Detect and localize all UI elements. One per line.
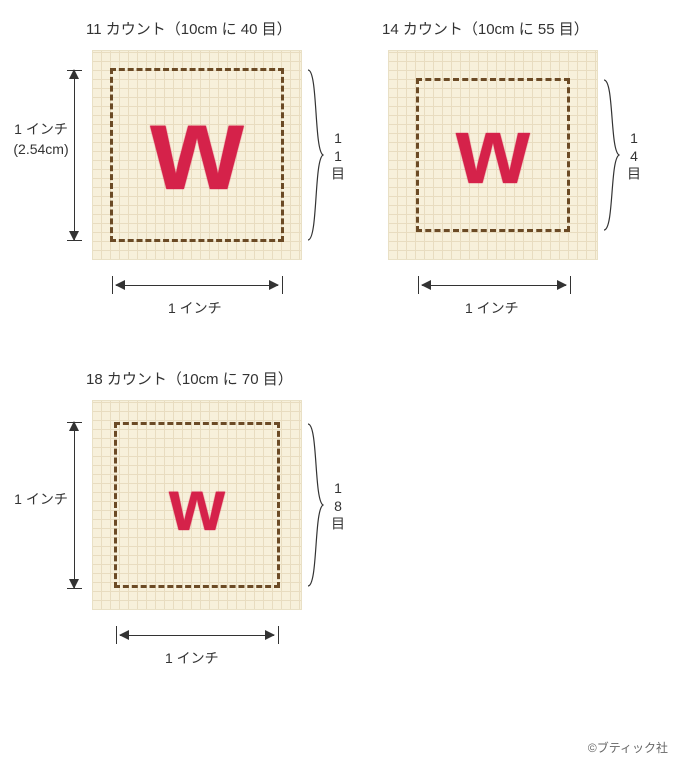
horizontal-arrow-c [120, 635, 274, 636]
letter-w-c: w [92, 470, 302, 542]
copyright: ©ブティック社 [588, 739, 668, 756]
vtick [67, 240, 82, 241]
aida-swatch-c: w [92, 400, 302, 610]
aida-swatch-b: w [388, 50, 598, 260]
vertical-arrow-c [74, 422, 75, 588]
letter-w-b: w [388, 104, 598, 199]
title-c: 18 カウント（10cm に 70 目） [86, 368, 293, 389]
htick [112, 276, 113, 294]
inch-vertical-label-c: 1 インチ [6, 490, 76, 510]
inch-vertical-label: 1 インチ (2.54cm) [6, 120, 76, 159]
htick [282, 276, 283, 294]
vtick [67, 70, 82, 71]
aida-swatch-a: w [92, 50, 302, 260]
vtick [67, 422, 82, 423]
brace-a [306, 68, 324, 242]
brace-c [306, 422, 324, 588]
htick [418, 276, 419, 294]
vtick [67, 588, 82, 589]
letter-w-a: w [92, 88, 302, 208]
count-b: 14目 [624, 130, 644, 182]
brace-b [602, 78, 620, 232]
htick [278, 626, 279, 644]
inch-horizontal-label-b: 1 インチ [465, 298, 519, 318]
horizontal-arrow-a [116, 285, 278, 286]
htick [570, 276, 571, 294]
htick [116, 626, 117, 644]
count-a: 11目 [328, 130, 348, 182]
horizontal-arrow-b [422, 285, 566, 286]
inch-horizontal-label-a: 1 インチ [168, 298, 222, 318]
title-b: 14 カウント（10cm に 55 目） [382, 18, 589, 39]
inch-horizontal-label-c: 1 インチ [165, 648, 219, 668]
count-c: 18目 [328, 480, 348, 532]
title-a: 11 カウント（10cm に 40 目） [86, 18, 292, 39]
vertical-arrow-a [74, 70, 75, 240]
